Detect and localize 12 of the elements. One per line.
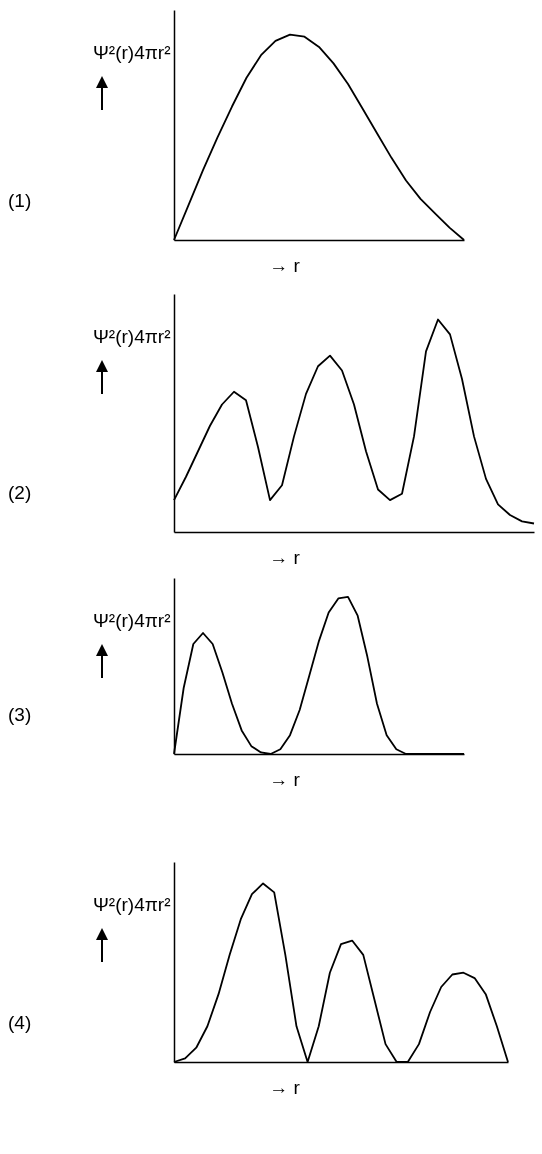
x-axis-title: → r [269, 546, 301, 568]
y-axis-title: Ψ²(r)4πr² [92, 325, 171, 347]
text: (1) [8, 190, 32, 212]
text: (4) [8, 1012, 32, 1034]
x-axis-title: → r [269, 1076, 301, 1098]
x-axis-title: → r [269, 254, 301, 276]
text: (2) [8, 482, 32, 504]
y-axis-title: Ψ²(r)4πr² [92, 609, 171, 631]
text: (3) [8, 704, 32, 726]
x-axis-title: → r [269, 768, 301, 790]
y-axis-title: Ψ²(r)4πr² [92, 41, 171, 63]
y-axis-title: Ψ²(r)4πr² [92, 893, 171, 915]
